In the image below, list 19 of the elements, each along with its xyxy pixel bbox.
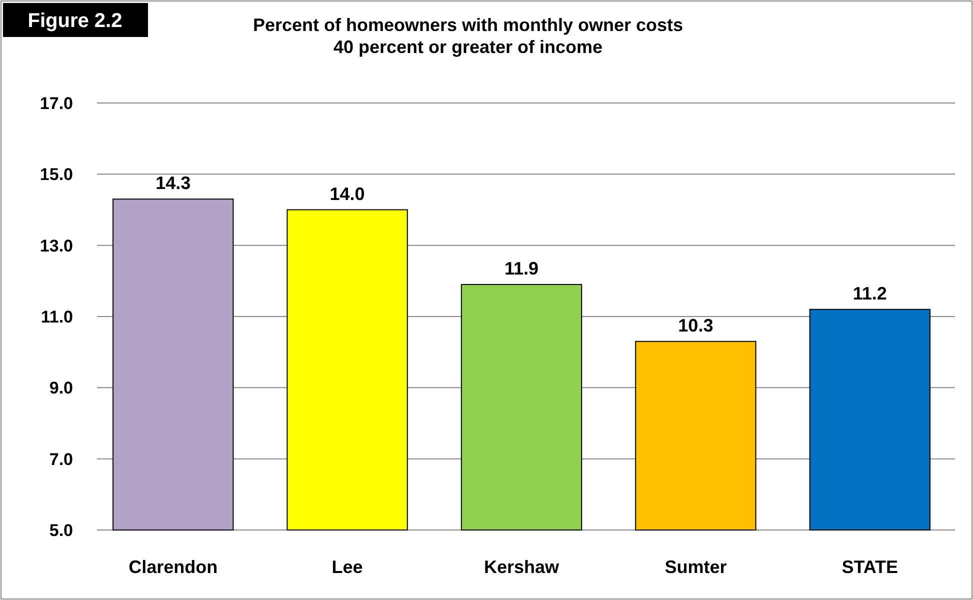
y-tick-label: 9.0 xyxy=(49,378,73,398)
y-tick-label: 17.0 xyxy=(40,94,73,113)
caption: Figure 2.2 xyxy=(28,10,122,32)
x-tick-label: STATE xyxy=(842,557,898,577)
chart-title: Percent of homeowners with monthly owner costs 40 percent or greater of income xyxy=(252,15,684,57)
y-tick-label: 5.0 xyxy=(49,521,73,540)
y-tick-label: 13.0 xyxy=(40,236,73,256)
y-tick-label: 7.0 xyxy=(49,450,73,469)
x-tick-label: Clarendon xyxy=(128,557,218,577)
data-label: 14.0 xyxy=(330,184,365,204)
data-label: 14.3 xyxy=(156,173,191,194)
x-tick-label: Kershaw xyxy=(484,557,560,577)
x-tick-label: Lee xyxy=(332,557,363,577)
data-label: 11.9 xyxy=(504,258,539,278)
x-tick-label: Sumter xyxy=(664,557,727,577)
data-label: 11.2 xyxy=(852,283,887,304)
y-tick-label: 11.0 xyxy=(40,308,73,326)
y-tick-label: 15.0 xyxy=(40,165,73,184)
data-label: 10.3 xyxy=(678,315,714,336)
